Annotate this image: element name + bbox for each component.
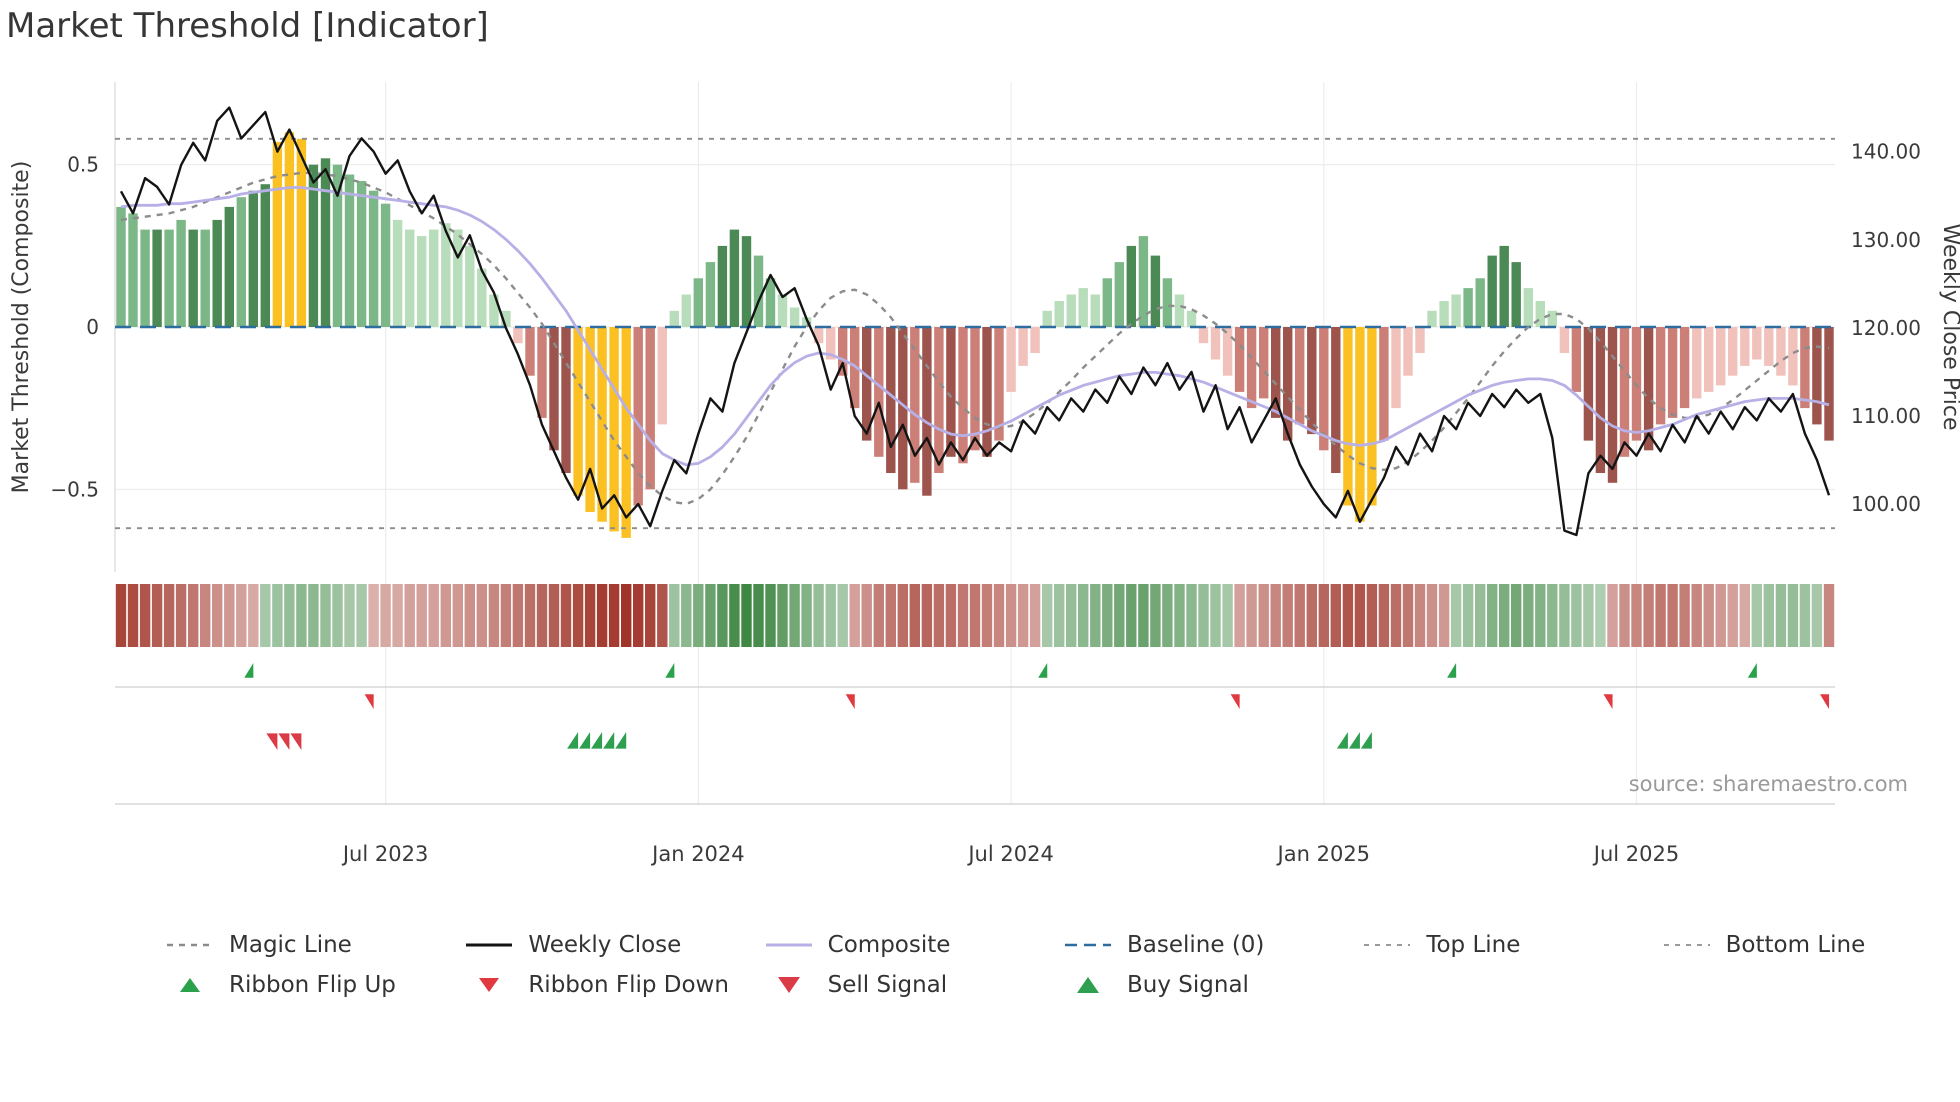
page-title: Market Threshold [Indicator] — [6, 6, 489, 46]
composite-line — [120, 186, 1830, 467]
legend-label-magic-line: Magic Line — [229, 932, 352, 958]
x-axis-tick: Jan 2024 — [650, 842, 745, 866]
magic-line — [120, 171, 1830, 506]
market-threshold-chart: 0.5 0 −0.5 140.00 130.00 120.00 110.00 100.00 Ju… — [9, 82, 1960, 866]
buy-signal-marker — [567, 732, 579, 749]
top-line-icon — [1364, 944, 1411, 946]
legend-item-sell-signal: Sell Signal — [764, 972, 1057, 998]
legend-item-baseline: Baseline (0) — [1063, 932, 1356, 958]
x-axis-tick: Jul 2024 — [966, 842, 1053, 866]
ribbon-flip-down-icon — [479, 978, 500, 992]
magic-line-icon — [167, 943, 213, 947]
weekly-close-line — [119, 106, 1831, 537]
ribbon-flip-up-marker — [1747, 663, 1757, 678]
buy-signal-icon — [1077, 977, 1099, 993]
sell-signal-marker — [290, 733, 302, 750]
trend-ribbon — [115, 584, 1835, 647]
legend-label-ribbon-flip-down: Ribbon Flip Down — [528, 972, 729, 998]
signal-panel — [115, 663, 1835, 805]
x-axis-tick: Jan 2025 — [1276, 842, 1371, 866]
weekly-close-icon — [466, 943, 513, 947]
ribbon-flip-down-marker — [364, 694, 374, 709]
ribbon-flip-up-icon — [180, 978, 200, 992]
legend-item-buy-signal: Buy Signal — [1063, 972, 1356, 998]
composite-bars — [116, 132, 1834, 538]
x-axis-tick: Jul 2023 — [341, 842, 428, 866]
buy-signal-marker — [579, 732, 591, 749]
composite-line-layer — [120, 186, 1830, 467]
left-axis-tick: 0 — [86, 315, 99, 339]
right-axis-tick: 140.00 — [1851, 140, 1921, 164]
right-axis-title: Weekly Close Price — [1938, 224, 1960, 431]
legend-label-sell-signal: Sell Signal — [827, 972, 948, 998]
baseline-icon — [1065, 943, 1111, 947]
sell-signal-marker — [278, 733, 290, 750]
left-axis-tick: −0.5 — [50, 477, 99, 501]
composite-icon — [765, 943, 812, 947]
bottom-line-icon — [1663, 944, 1710, 946]
legend-label-buy-signal: Buy Signal — [1127, 972, 1249, 998]
legend-label-weekly-close: Weekly Close — [528, 932, 682, 958]
reference-lines — [115, 137, 1835, 530]
legend-item-ribbon-flip-down: Ribbon Flip Down — [464, 972, 757, 998]
ribbon-flip-up-marker — [1038, 663, 1048, 678]
left-axis-title: Market Threshold (Composite) — [9, 161, 34, 494]
legend-item-magic-line: Magic Line — [165, 932, 458, 958]
right-axis-tick: 110.00 — [1851, 404, 1921, 428]
buy-signal-marker — [1360, 732, 1372, 749]
ribbon-flip-down-marker — [1230, 694, 1240, 709]
buy-signal-marker — [603, 732, 615, 749]
sell-signal-icon — [777, 977, 800, 993]
right-axis-tick: 130.00 — [1851, 228, 1921, 252]
left-axis-tick: 0.5 — [67, 153, 99, 177]
source-label: source: sharemaestro.com — [1628, 772, 1908, 796]
right-axis-tick: 120.00 — [1851, 316, 1921, 340]
legend-item-weekly-close: Weekly Close — [464, 932, 757, 958]
legend-label-top-line: Top Line — [1426, 932, 1521, 958]
legend-label-composite: Composite — [827, 932, 951, 958]
ribbon-flip-down-marker — [845, 694, 855, 709]
buy-signal-marker — [1336, 732, 1348, 749]
buy-signal-marker — [615, 732, 627, 749]
legend-item-bottom-line: Bottom Line — [1662, 932, 1955, 958]
chart-legend: Magic Line Weekly Close Composite Baseli… — [165, 932, 1955, 998]
weekly-close-layer — [119, 106, 1831, 537]
legend-label-baseline: Baseline (0) — [1127, 932, 1265, 958]
axes: 0.5 0 −0.5 140.00 130.00 120.00 110.00 100.00 Ju… — [9, 140, 1960, 866]
magic-line-layer — [120, 171, 1830, 506]
x-axis-tick: Jul 2025 — [1592, 842, 1679, 866]
right-axis-tick: 100.00 — [1851, 492, 1921, 516]
buy-signal-marker — [1348, 732, 1360, 749]
ribbon-flip-up-marker — [1447, 663, 1457, 678]
legend-item-top-line: Top Line — [1362, 932, 1655, 958]
ribbon-flip-up-marker — [665, 663, 675, 678]
buy-signal-marker — [591, 732, 603, 749]
ribbon-flip-down-marker — [1603, 694, 1613, 709]
legend-item-ribbon-flip-up: Ribbon Flip Up — [165, 972, 458, 998]
ribbon-flip-down-marker — [1820, 694, 1830, 709]
sell-signal-marker — [266, 733, 278, 750]
legend-label-ribbon-flip-up: Ribbon Flip Up — [229, 972, 396, 998]
legend-item-composite: Composite — [764, 932, 1057, 958]
legend-label-bottom-line: Bottom Line — [1725, 932, 1866, 958]
ribbon-flip-up-marker — [244, 663, 254, 678]
